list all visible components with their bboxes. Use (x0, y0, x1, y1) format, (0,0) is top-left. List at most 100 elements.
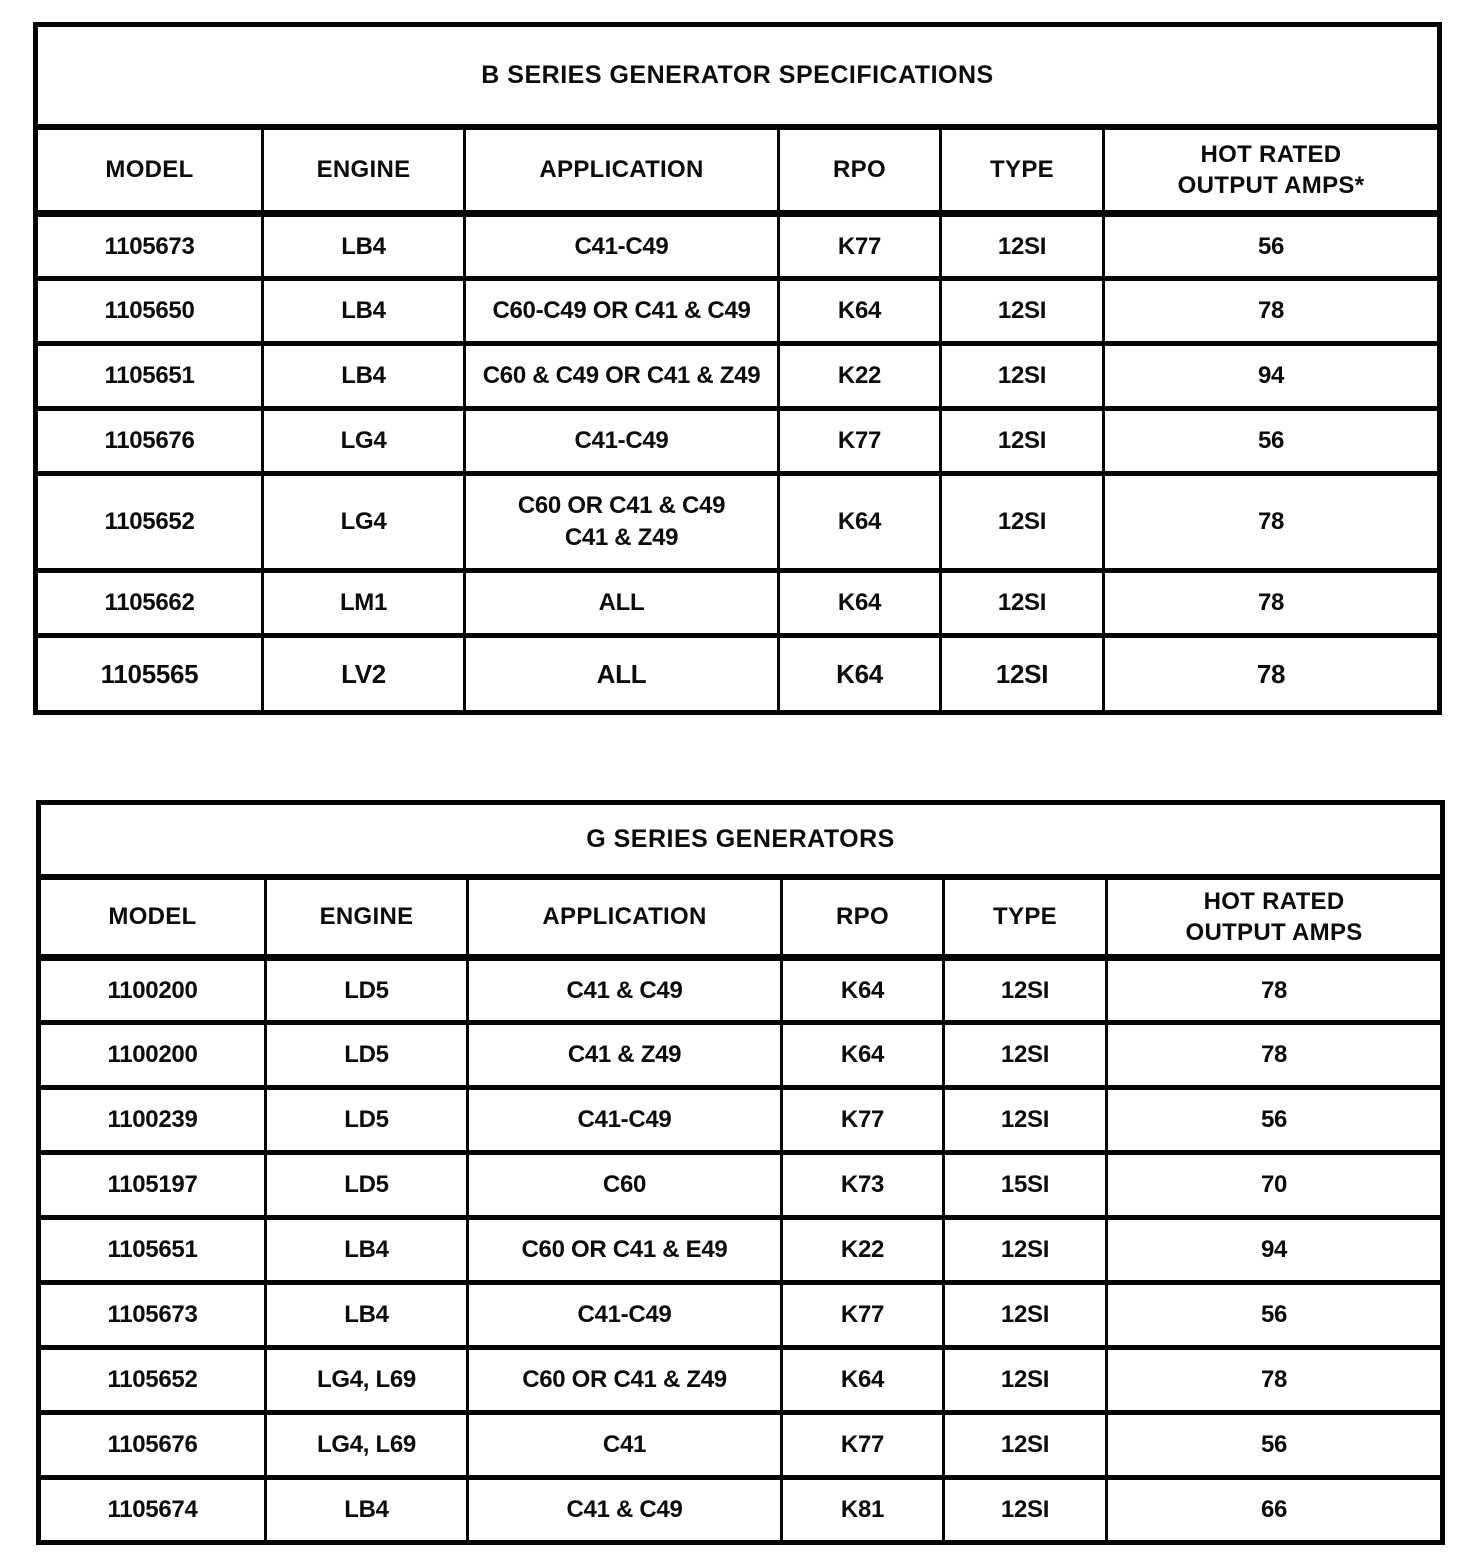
column-header: TYPE (942, 874, 1108, 961)
column-header: MODEL (34, 124, 264, 217)
table-body: 1100200 LD5 C41 & C49 K64 12SI 78 1100200 LD5 C4… (37, 955, 1445, 1545)
table-cell: K77 (777, 211, 942, 281)
table-cell: 1105651 (34, 341, 264, 411)
g-series-generators-table: G SERIES GENERATORS MODEL ENGINE APPLICATI… (36, 800, 1446, 1545)
table-title: B SERIES GENERATOR SPECIFICATIONS (34, 22, 1441, 130)
table-cell: 12SI (942, 1280, 1108, 1350)
column-header: ENGINE (261, 124, 466, 217)
table-cell: 1100239 (37, 1085, 267, 1155)
column-header: RPO (777, 124, 942, 217)
table-cell: LV2 (261, 633, 466, 715)
table-cell: 78 (1104, 955, 1445, 1025)
table-cell: 12SI (942, 955, 1108, 1025)
table-cell: 78 (1102, 276, 1441, 346)
table-cell: 1105650 (34, 276, 264, 346)
table-cell: LD5 (264, 1085, 469, 1155)
table-cell: 12SI (939, 276, 1105, 346)
table-cell: LG4, L69 (264, 1345, 469, 1415)
table-cell: K64 (777, 633, 942, 715)
table-cell: 94 (1104, 1215, 1445, 1285)
table-row: 1105650 LB4 C60-C49 OR C41 & C49 K64 12SI 78 (34, 276, 1441, 346)
table-row: 1105651 LB4 C60 & C49 OR C41 & Z49 K22 12SI 9… (34, 341, 1441, 411)
table-cell: 78 (1102, 568, 1441, 638)
table-cell: 12SI (939, 406, 1105, 476)
table-cell: K64 (780, 1345, 945, 1415)
table-cell: 1100200 (37, 955, 267, 1025)
table-cell: C41-C49 (463, 211, 780, 281)
table-cell: 1100200 (37, 1020, 267, 1090)
table-cell: 56 (1102, 211, 1441, 281)
table-cell: 78 (1102, 633, 1441, 715)
column-header-row: MODEL ENGINE APPLICATION RPO TYPE HOT RATED O… (34, 124, 1441, 217)
table-row: 1105674 LB4 C41 & C49 K81 12SI 66 (37, 1475, 1445, 1545)
table-row: 1105652 LG4, L69 C60 OR C41 & Z49 K64 12SI 78 (37, 1345, 1445, 1415)
table-cell: 1105676 (34, 406, 264, 476)
table-cell: K64 (777, 276, 942, 346)
table-cell: LG4, L69 (264, 1410, 469, 1480)
table-cell: 66 (1104, 1475, 1445, 1545)
table-cell: 78 (1104, 1020, 1445, 1090)
table-cell: LD5 (264, 955, 469, 1025)
table-cell: C60-C49 OR C41 & C49 (463, 276, 780, 346)
table-cell: K64 (777, 568, 942, 638)
table-cell: 78 (1102, 471, 1441, 573)
table-cell: 12SI (939, 341, 1105, 411)
table-cell: C41 (466, 1410, 783, 1480)
table-cell: 12SI (942, 1085, 1108, 1155)
table-row: 1100239 LD5 C41-C49 K77 12SI 56 (37, 1085, 1445, 1155)
table-cell: C60 OR C41 & C49 C41 & Z49 (463, 471, 780, 573)
table-row: 1105197 LD5 C60 K73 15SI 70 (37, 1150, 1445, 1220)
table-cell: 15SI (942, 1150, 1108, 1220)
table-cell: 56 (1104, 1085, 1445, 1155)
table-cell: C41 & C49 (466, 955, 783, 1025)
table-row: 1105673 LB4 C41-C49 K77 12SI 56 (37, 1280, 1445, 1350)
column-header: APPLICATION (466, 874, 783, 961)
table-cell: K77 (777, 406, 942, 476)
table-cell: C41-C49 (466, 1085, 783, 1155)
table-cell: K64 (780, 955, 945, 1025)
table-cell: 1105565 (34, 633, 264, 715)
column-header: MODEL (37, 874, 267, 961)
table-cell: C41-C49 (466, 1280, 783, 1350)
column-header: HOT RATED OUTPUT AMPS (1104, 874, 1445, 961)
table-cell: 1105676 (37, 1410, 267, 1480)
table-cell: 1105652 (34, 471, 264, 573)
table-cell: 78 (1104, 1345, 1445, 1415)
table-cell: LD5 (264, 1020, 469, 1090)
table-cell: 56 (1104, 1410, 1445, 1480)
table-cell: 94 (1102, 341, 1441, 411)
column-header: HOT RATED OUTPUT AMPS* (1102, 124, 1441, 217)
table-cell: C60 OR C41 & Z49 (466, 1345, 783, 1415)
table-cell: K22 (780, 1215, 945, 1285)
table-cell: LG4 (261, 406, 466, 476)
table-row: 1105673 LB4 C41-C49 K77 12SI 56 (34, 211, 1441, 281)
table-cell: LB4 (261, 211, 466, 281)
table-cell: 12SI (942, 1475, 1108, 1545)
table-row: 1105565 LV2 ALL K64 12SI 78 (34, 633, 1441, 715)
table-cell: C41-C49 (463, 406, 780, 476)
table-cell: 12SI (939, 568, 1105, 638)
table-cell: 12SI (942, 1215, 1108, 1285)
table-cell: 12SI (942, 1345, 1108, 1415)
table-cell: C60 & C49 OR C41 & Z49 (463, 341, 780, 411)
table-cell: K73 (780, 1150, 945, 1220)
table-title-row: G SERIES GENERATORS (36, 800, 1445, 880)
table-cell: K22 (777, 341, 942, 411)
table-cell: LD5 (264, 1150, 469, 1220)
table-row: 1105662 LM1 ALL K64 12SI 78 (34, 568, 1441, 638)
table-cell: 1105674 (37, 1475, 267, 1545)
table-cell: C41 & C49 (466, 1475, 783, 1545)
table-row: 1105676 LG4 C41-C49 K77 12SI 56 (34, 406, 1441, 476)
table-cell: LB4 (264, 1280, 469, 1350)
table-cell: LM1 (261, 568, 466, 638)
table-cell: K77 (780, 1085, 945, 1155)
table-cell: K64 (777, 471, 942, 573)
column-header: TYPE (939, 124, 1105, 217)
table-cell: 56 (1102, 406, 1441, 476)
column-header: ENGINE (264, 874, 469, 961)
table-title: G SERIES GENERATORS (36, 800, 1445, 880)
table-cell: K64 (780, 1020, 945, 1090)
table-cell: 70 (1104, 1150, 1445, 1220)
table-cell: 56 (1104, 1280, 1445, 1350)
table-row: 1105651 LB4 C60 OR C41 & E49 K22 12SI 94 (37, 1215, 1445, 1285)
